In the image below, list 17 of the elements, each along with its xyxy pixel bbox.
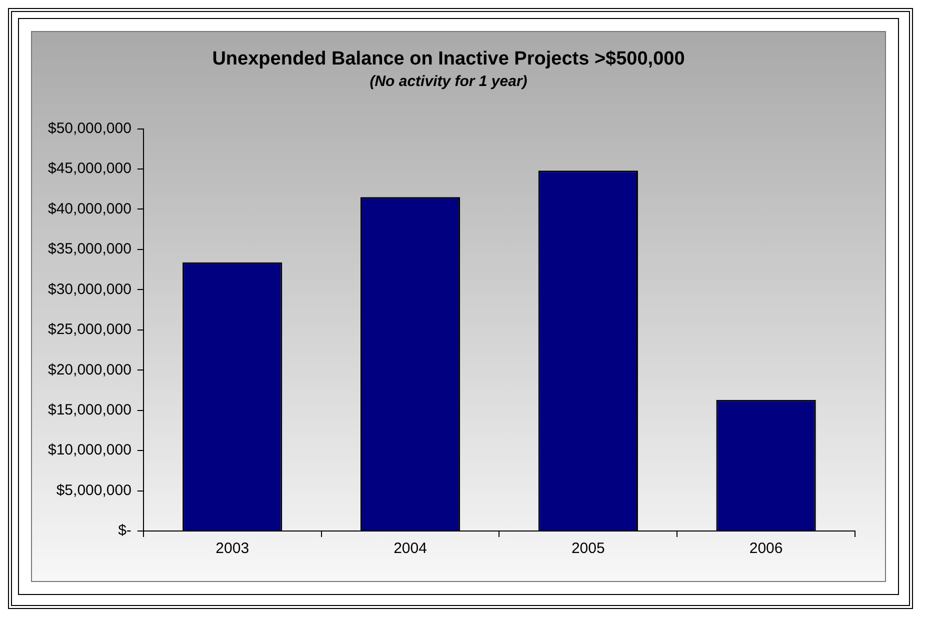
chart-title: Unexpended Balance on Inactive Projects >$500,000 [212,48,685,70]
y-tick-label: $40,000,000 [48,200,132,218]
y-tick-label: $45,000,000 [48,160,132,178]
y-tick-label: $- [118,522,132,540]
x-tick-label: 2004 [394,540,427,558]
y-tick-label: $10,000,000 [48,442,132,459]
y-tick-label: $15,000,000 [48,401,132,418]
y-tick-label: $20,000,000 [48,361,132,378]
y-tick-label: $30,000,000 [48,280,132,298]
y-tick-label: $5,000,000 [56,482,132,499]
chart-subtitle: (No activity for 1 year) [370,72,528,90]
x-tick-label: 2003 [216,540,250,558]
y-tick-label: $35,000,000 [48,240,132,258]
x-tick-label: 2006 [749,540,783,558]
y-tick-label: $50,000,000 [48,120,132,137]
y-tick-label: $25,000,000 [48,321,132,338]
x-tick-label: 2005 [571,540,605,558]
